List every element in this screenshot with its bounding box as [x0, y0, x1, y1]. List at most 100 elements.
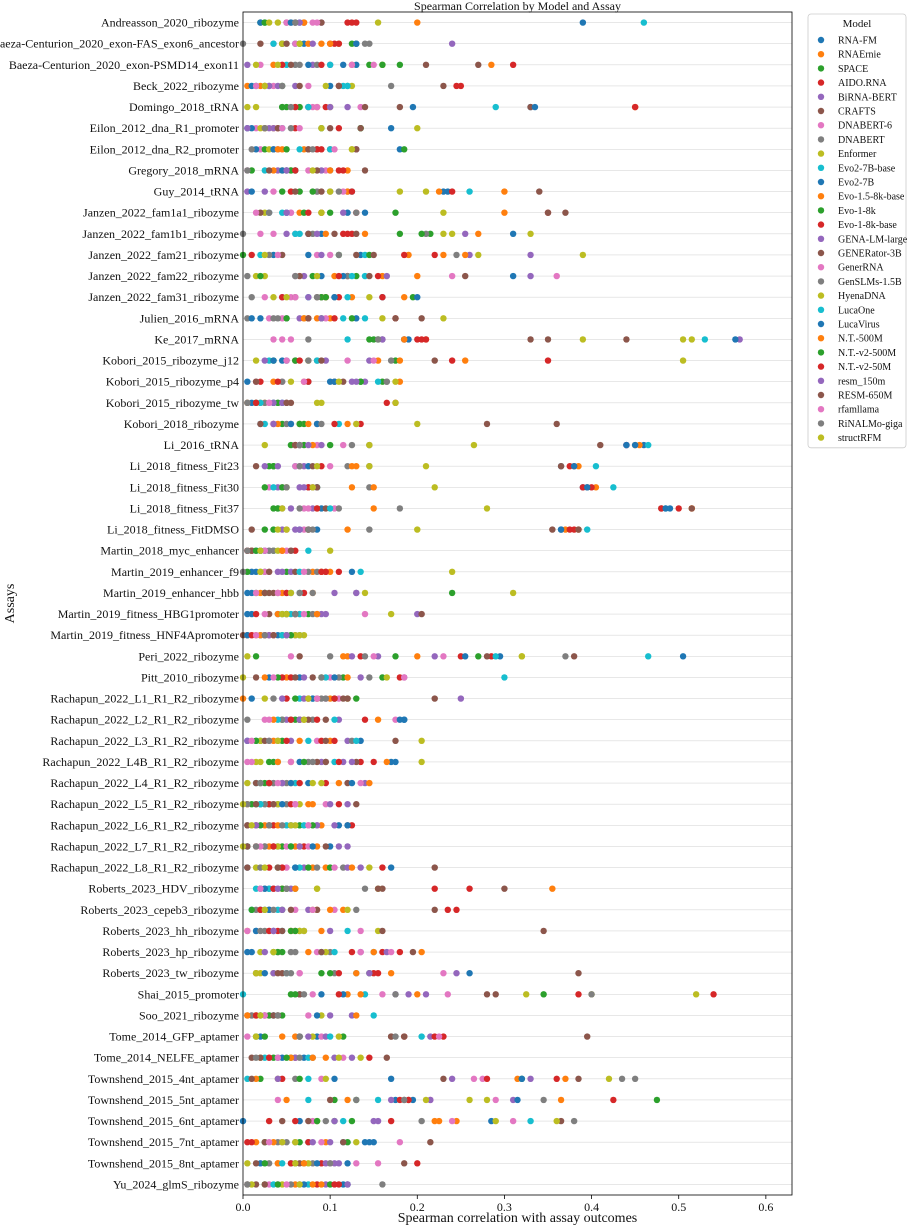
point-rfamllama [265, 1138, 273, 1146]
point-LucaVirus [248, 188, 255, 195]
point-rfamllama [296, 969, 303, 977]
point-RiNALMo-giga [418, 1117, 425, 1125]
assay-label: Li_2018_fitness_Fit23 [130, 459, 239, 473]
point-rfamllama [252, 209, 260, 216]
point-N.T.-500M [305, 948, 312, 956]
point-LucaOne [492, 653, 499, 660]
point-DNABERT [366, 526, 373, 533]
point-LucaVirus [531, 103, 539, 111]
point-GENA-LM-large [527, 1075, 534, 1083]
point-N.T.-v2-50M [283, 737, 290, 745]
point-N.T.-v2-50M [331, 695, 338, 702]
point-BiRNA-BERT [457, 695, 465, 702]
assay-label: Kobori_2015_ribozyme_tw [106, 396, 240, 410]
point-structRFM [422, 1096, 430, 1104]
point-CRAFTS [326, 124, 334, 132]
point-Enformer [270, 293, 277, 301]
point-N.T.-v2-500M [309, 188, 316, 195]
data-points [239, 19, 743, 1188]
point-Evo-1.5-8k-base [283, 1096, 290, 1104]
point-resm_150m [244, 61, 251, 69]
point-CRAFTS [418, 315, 425, 322]
legend-label: resm_150m [838, 376, 885, 387]
point-LucaVirus [244, 378, 251, 385]
point-resm_150m [357, 864, 364, 871]
gridlines [243, 22, 792, 1185]
point-DNABERT [244, 272, 251, 280]
point-LucaOne [305, 1096, 312, 1104]
point-Enformer [244, 103, 251, 111]
point-Evo2-7B [361, 209, 369, 216]
point-resm_150m [274, 568, 282, 576]
point-GenSLMs-1.5B [265, 822, 273, 829]
x-tick-label: 0.4 [584, 1200, 599, 1214]
point-structRFM [300, 716, 308, 723]
point-Enformer [414, 526, 421, 533]
point-N.T.-v2-50M [274, 378, 282, 385]
point-RESM-650M [370, 251, 377, 259]
point-N.T.-500M [326, 40, 334, 47]
point-CRAFTS [418, 610, 425, 618]
point-rfamllama [287, 653, 295, 660]
point-SPACE [396, 230, 404, 238]
point-N.T.-500M [401, 336, 408, 343]
legend-label: DNABERT [838, 135, 885, 146]
point-structRFM [679, 336, 687, 343]
point-structRFM [300, 927, 308, 935]
point-N.T.-v2-50M [313, 505, 321, 512]
point-Evo-1-8k-base [296, 779, 303, 787]
assay-label: Roberts_2023_hh_ribozyme [102, 924, 239, 938]
assay-label: Roberts_2023_tw_ribozyme [102, 966, 239, 980]
point-structRFM [313, 885, 321, 892]
point-RESM-650M [575, 526, 582, 533]
point-GenSLMs-1.5B [353, 209, 360, 216]
point-Evo-1.5-8k-base [344, 526, 351, 533]
point-RiNALMo-giga [287, 103, 295, 111]
legend-marker [817, 320, 825, 328]
point-structRFM [305, 695, 312, 702]
point-RiNALMo-giga [279, 82, 286, 90]
point-HyenaDNA [392, 378, 399, 385]
point-structRFM [244, 779, 251, 787]
point-DNABERT [305, 336, 312, 343]
assay-label: Li_2018_fitness_FitDMSO [107, 523, 239, 537]
point-resm_150m [274, 1075, 282, 1083]
point-N.T.-v2-500M [287, 843, 295, 850]
point-LucaVirus [392, 758, 399, 766]
point-RNA-FM [579, 19, 587, 26]
point-Enformer [322, 82, 329, 90]
point-GenerRNA [326, 251, 334, 259]
point-LucaVirus [305, 61, 312, 69]
point-AIDO.RNA [379, 864, 386, 871]
point-HyenaDNA [274, 19, 282, 26]
point-HyenaDNA [279, 1138, 286, 1146]
point-RNAErnie [335, 779, 343, 787]
point-rfamllama [252, 82, 260, 90]
point-RNA-FM [509, 272, 517, 280]
point-Enformer [448, 568, 456, 576]
point-Evo2-7B-base [492, 103, 499, 111]
point-Evo-1-8k-base [313, 716, 321, 723]
point-LucaVirus [557, 526, 565, 533]
point-resm_150m [270, 927, 277, 935]
point-RiNALMo-giga [248, 293, 255, 301]
assay-label: Andreasson_2020_ribozyme [101, 16, 239, 30]
point-RNAErnie [501, 188, 508, 195]
point-HyenaDNA [492, 1117, 499, 1125]
point-N.T.-500M [348, 864, 356, 871]
point-LucaOne [340, 1117, 347, 1125]
point-Evo2-7B [248, 315, 255, 322]
assay-label: Janzen_2022_fam21_ribozyme [88, 248, 239, 262]
point-N.T.-500M [344, 1096, 351, 1104]
point-AIDO.RNA [335, 568, 343, 576]
y-axis-title: Assays [3, 584, 18, 624]
point-RiNALMo-giga [244, 716, 251, 723]
point-GenSLMs-1.5B [309, 146, 316, 153]
point-Evo-1-8k-base [444, 906, 451, 914]
point-N.T.-500M [274, 146, 282, 153]
point-structRFM [309, 484, 316, 491]
assay-label: Townshend_2015_8nt_aptamer [88, 1156, 239, 1170]
point-LucaVirus [570, 462, 578, 470]
point-Enformer [509, 589, 517, 597]
point-resm_150m [322, 610, 329, 618]
